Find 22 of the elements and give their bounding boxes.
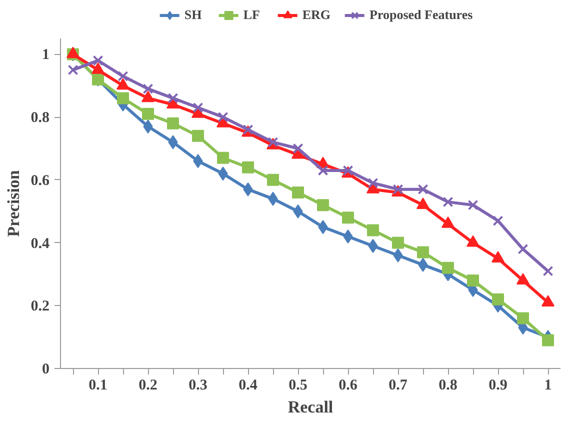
y-tick-label: 0 (42, 362, 50, 378)
y-tick-label: 0.6 (30, 172, 50, 189)
legend-label: SH (184, 7, 203, 23)
x-tick-label: 0.7 (388, 378, 408, 394)
y-tick-label: 0.2 (30, 298, 50, 315)
x-tick-label: 0.4 (238, 378, 258, 394)
x-tick-label: 0.9 (488, 378, 508, 394)
y-tick-label: 0.8 (30, 110, 50, 126)
x-axis-title: Recall (288, 398, 334, 416)
x-tick-label: 1 (544, 378, 552, 394)
x-tick-label: 0.1 (88, 378, 108, 394)
x-tick-label: 0.2 (138, 378, 158, 394)
x-tick-label: 0.6 (338, 378, 358, 394)
y-tick-label: 1 (42, 47, 50, 64)
legend-label: Proposed Features (370, 7, 473, 23)
legend-label: ERG (302, 7, 331, 23)
x-tick-label: 0.5 (288, 378, 308, 394)
x-tick-label: 0.3 (188, 378, 208, 394)
y-axis-title: Precision (4, 170, 23, 237)
y-tick-label: 0.4 (30, 236, 50, 252)
x-tick-label: 0.8 (438, 378, 458, 394)
legend-label: LF (243, 7, 261, 23)
